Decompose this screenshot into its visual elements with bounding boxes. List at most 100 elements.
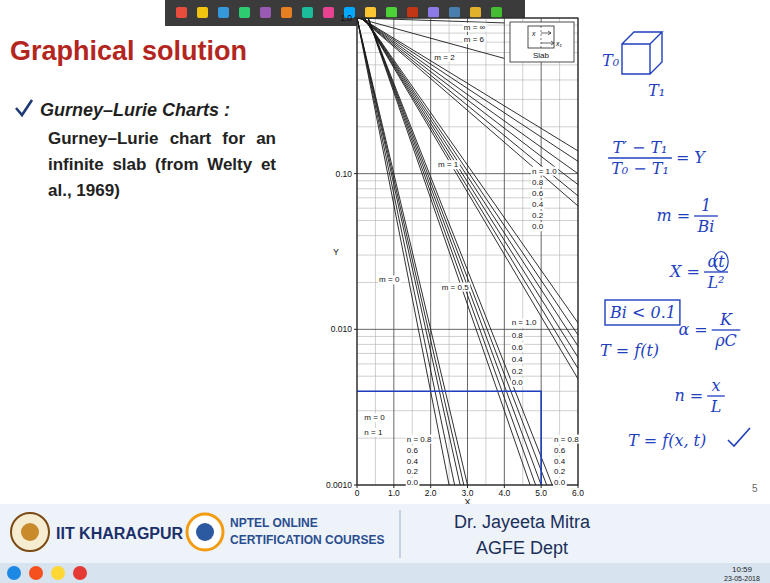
annotation: m = 0 [364,413,385,422]
label-patch [363,428,384,437]
annotation: 0.0 [554,478,566,487]
annotation: m = 0 [379,275,400,284]
page: Graphical solutionGurney–Lurie Charts :5… [0,0,770,583]
note-text: Bi [697,217,715,236]
inset-arrow [541,31,551,35]
annotation: n = 0.8 [407,435,432,444]
tick-label: 4.0 [498,488,510,498]
inset-centre [541,26,542,48]
note-text: T₀ − T₁ [611,159,669,178]
label-patch [553,457,567,466]
iit-logo [11,513,49,551]
course-name: NPTEL ONLINE [230,516,318,530]
text: Slab [533,51,550,60]
label-patch [511,343,525,352]
label-patch [531,178,545,187]
annotation: n = 0.8 [554,435,579,444]
text: x [531,30,536,37]
annotation: m = 0.5 [442,283,469,292]
tick-label: 1.0 [340,13,352,23]
toolbar-icon [407,7,418,18]
series-line [357,391,541,485]
series-line [368,18,530,485]
label-patch [511,378,525,387]
label-patch [441,283,470,292]
course-name: CERTIFICATION COURSES [230,533,384,547]
label-patch [511,355,525,364]
series-line [357,18,504,58]
label-patch [553,446,567,455]
label-patch [531,200,545,209]
series-line [368,18,536,485]
note-text: T = f(t) [600,341,659,360]
taskbar-icon[interactable] [7,566,21,580]
footer-bg [0,504,770,563]
annotation: n = 1.0 [532,167,557,176]
label-patch [553,478,567,487]
fraction-bar [694,215,718,216]
taskbar: 10:5923-05-2018 [0,563,770,583]
tick-label: 0.010 [331,324,353,334]
taskbar-icon[interactable] [51,566,65,580]
fraction-bar [707,395,725,396]
note-text: T₀ [602,51,620,70]
label-patch [531,167,558,176]
series-line [368,18,547,485]
annotation: 0.2 [407,467,419,476]
series-line [361,18,578,196]
presenter: Dr. Jayeeta Mitra [454,512,591,532]
note-check [728,428,750,446]
tick-label: 2.0 [425,488,437,498]
annotation: 0.6 [554,446,566,455]
note-text: T′ − T₁ [613,138,668,157]
toolbar-icon [323,7,334,18]
series-line [357,18,455,485]
axes: 1.00.100.0100.001001.02.03.04.05.06.0XY [326,13,584,507]
toolbar-icon [491,7,502,18]
annotation: 0.4 [512,355,524,364]
cube-sketch [622,32,662,74]
note-text: T = f(x, t) [628,431,706,450]
note-text: L [710,397,722,416]
note-text: ρC [714,331,737,350]
taskbar-icon[interactable] [29,566,43,580]
bullet-check [16,100,32,115]
toolbar-icon [281,7,292,18]
annotation: 0.6 [532,189,544,198]
fraction-bar [712,329,741,330]
footer-separator [400,510,401,558]
label-patch [553,467,567,476]
taskbar-bg [0,563,770,583]
label-patch [531,211,545,220]
label-patch [406,478,420,487]
axis-title: Y [333,247,339,257]
label-patch [406,446,420,455]
series-line [357,18,449,485]
annotations: m = ∞m = 6m = 2m = 1m = 0.5m = 0m = 0n =… [363,23,580,487]
toolbar-icon [470,7,481,18]
tick-label: 5.0 [535,488,547,498]
note-text: 1 [701,196,711,215]
annotation: 0.6 [407,446,419,455]
tick-label: 0 [355,488,360,498]
annotation: 0.0 [407,478,419,487]
note-text: = Y [676,148,706,167]
footer: IIT KHARAGPURNPTEL ONLINECERTIFICATION C… [0,504,770,563]
taskbar-icon[interactable] [73,566,87,580]
label-patch [553,435,580,444]
minor-grid-line [522,18,523,485]
minor-grid-line [559,18,560,485]
slide-title: Graphical solution [10,36,247,66]
tick-label: 6.0 [572,488,584,498]
series-line [364,18,578,323]
series-line [361,18,578,185]
label-patch [463,35,486,44]
toolbar-icon [365,7,376,18]
label-patch [531,189,545,198]
series-line [368,18,541,485]
toolbar-icon [260,7,271,18]
inset-slab [528,26,554,48]
annotation: 0.8 [512,331,524,340]
annotation: 0.0 [512,378,524,387]
annotation: n = 1.0 [512,318,537,327]
